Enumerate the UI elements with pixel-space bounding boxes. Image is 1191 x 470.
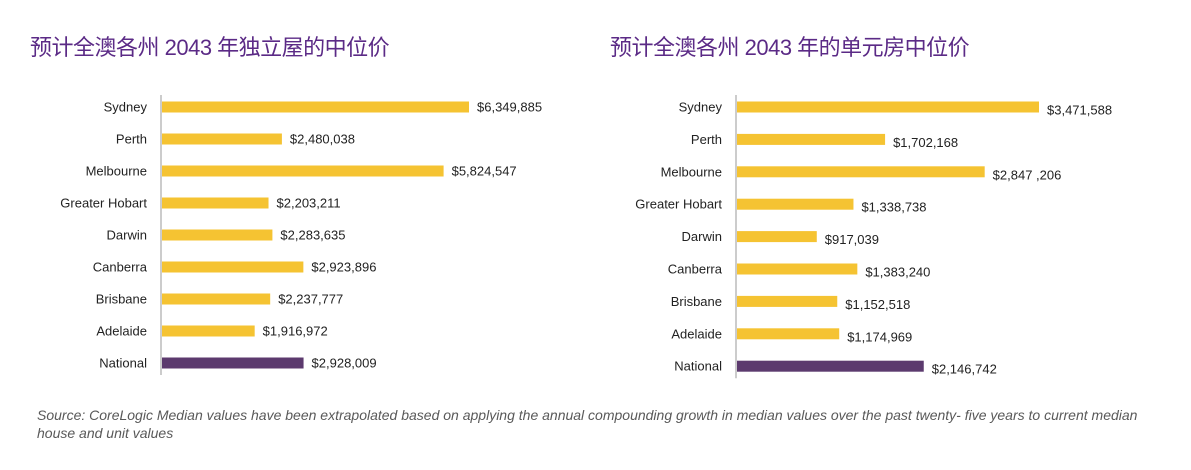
bar-canberra	[162, 261, 304, 273]
category-label: Adelaide	[96, 324, 147, 339]
bar-canberra	[737, 263, 858, 275]
bar-sydney	[162, 101, 469, 113]
category-label: Sydney	[679, 100, 723, 115]
chart-title-units: 预计全澳各州 2043 年的单元房中位价	[610, 35, 970, 60]
bar-darwin	[737, 231, 817, 243]
chart-title-houses: 预计全澳各州 2043 年独立屋的中位价	[30, 35, 390, 60]
category-label: Darwin	[682, 229, 722, 244]
bar-brisbane	[162, 293, 271, 305]
category-label: National	[99, 356, 147, 371]
data-label: $2,203,211	[277, 196, 341, 211]
data-label: $1,174,969	[847, 329, 912, 344]
data-label: $2,146,742	[932, 362, 997, 377]
data-label: $2,928,009	[312, 356, 377, 371]
data-label: $1,383,240	[865, 265, 930, 280]
category-label: Perth	[691, 132, 722, 147]
category-label: Melbourne	[86, 164, 147, 179]
category-label: Canberra	[668, 262, 723, 277]
category-label: Melbourne	[661, 164, 722, 179]
data-label: $1,916,972	[263, 324, 328, 339]
category-label: Canberra	[93, 260, 148, 275]
source-note: Source: CoreLogic Median values have bee…	[37, 407, 1138, 441]
bar-national	[162, 357, 304, 369]
bar-brisbane	[737, 295, 838, 307]
data-label: $2,847 ,206	[993, 167, 1062, 182]
bar-adelaide	[162, 325, 255, 337]
bar-perth	[162, 133, 282, 145]
data-label: $1,338,738	[861, 200, 926, 215]
bar-greater-hobart	[737, 198, 854, 210]
data-label: $2,480,038	[290, 132, 355, 147]
bar-perth	[737, 133, 886, 145]
data-label: $1,152,518	[845, 297, 910, 312]
category-label: Darwin	[107, 228, 147, 243]
bar-adelaide	[737, 328, 840, 340]
bar-sydney	[737, 101, 1039, 113]
category-label: Greater Hobart	[635, 197, 722, 212]
charts: Sydney $6,349,885 Perth $2,480,038 Melbourne…	[60, 95, 1112, 379]
data-label: $2,237,777	[278, 292, 343, 307]
category-label: Adelaide	[671, 326, 722, 341]
category-label: National	[674, 359, 722, 374]
data-label: $2,283,635	[280, 228, 345, 243]
bar-national	[737, 360, 924, 372]
bar-melbourne	[162, 165, 444, 177]
category-label: Brisbane	[96, 292, 147, 307]
category-label: Brisbane	[671, 294, 722, 309]
bar-greater-hobart	[162, 197, 269, 209]
data-label: $917,039	[825, 232, 879, 247]
data-label: $6,349,885	[477, 100, 542, 115]
category-label: Perth	[116, 132, 147, 147]
data-label: $3,471,588	[1047, 103, 1112, 118]
data-label: $1,702,168	[893, 135, 958, 150]
bar-darwin	[162, 229, 273, 241]
bar-melbourne	[737, 166, 985, 178]
data-label: $5,824,547	[452, 164, 517, 179]
data-label: $2,923,896	[311, 260, 376, 275]
category-label: Greater Hobart	[60, 196, 147, 211]
category-label: Sydney	[104, 100, 148, 115]
